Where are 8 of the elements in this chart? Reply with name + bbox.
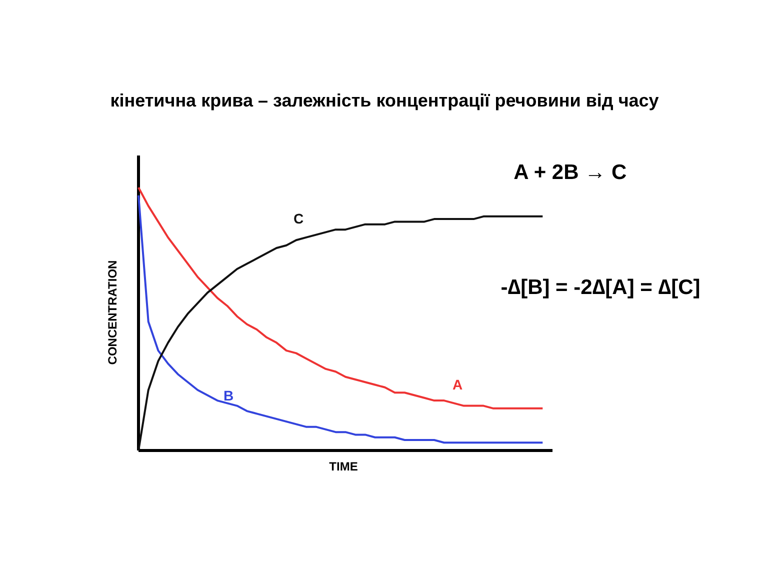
x-axis-title: TIME <box>329 460 358 474</box>
annotation: -∆[B] = -2∆[A] = ∆[C] <box>500 276 700 299</box>
text: A + 2B → C <box>514 161 627 184</box>
series-label: C <box>293 210 304 226</box>
chart-title: кінетична крива – залежність концентрації речовини від часу <box>110 90 659 110</box>
series-label: A <box>452 376 463 392</box>
y-axis-title: CONCENTRATION <box>106 260 120 365</box>
series-label: B <box>223 388 234 404</box>
